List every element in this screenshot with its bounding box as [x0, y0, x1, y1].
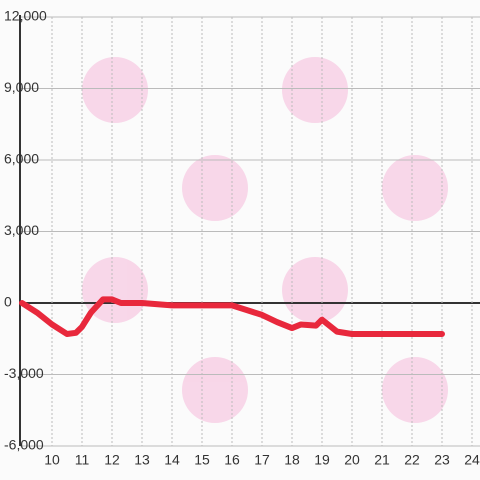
x-tick-label: 15: [194, 452, 210, 468]
x-tick-label: 21: [374, 452, 390, 468]
x-tick-label: 16: [224, 452, 240, 468]
grid: [19, 15, 480, 447]
x-tick-label: 11: [75, 452, 90, 468]
y-tick-label: -6,000: [4, 437, 44, 453]
x-tick-label: 24: [464, 452, 480, 468]
x-tick-label: 18: [284, 452, 300, 468]
x-tick-label: 17: [254, 452, 270, 468]
x-tick-label: 12: [104, 452, 120, 468]
x-tick-label: 22: [404, 452, 420, 468]
x-tick-label: 20: [344, 452, 360, 468]
x-tick-label: 14: [164, 452, 180, 468]
y-tick-label: 6,000: [4, 151, 39, 167]
y-tick-label: 12,000: [4, 8, 47, 24]
y-tick-label: 0: [4, 294, 12, 310]
x-tick-label: 23: [434, 452, 450, 468]
y-tick-label: 9,000: [4, 79, 39, 95]
data-line: [19, 296, 445, 337]
x-tick-label: 10: [44, 452, 60, 468]
x-tick-label: 13: [134, 452, 150, 468]
y-tick-label: 3,000: [4, 222, 39, 238]
x-tick-label: 19: [314, 452, 330, 468]
y-tick-label: -3,000: [4, 365, 44, 381]
